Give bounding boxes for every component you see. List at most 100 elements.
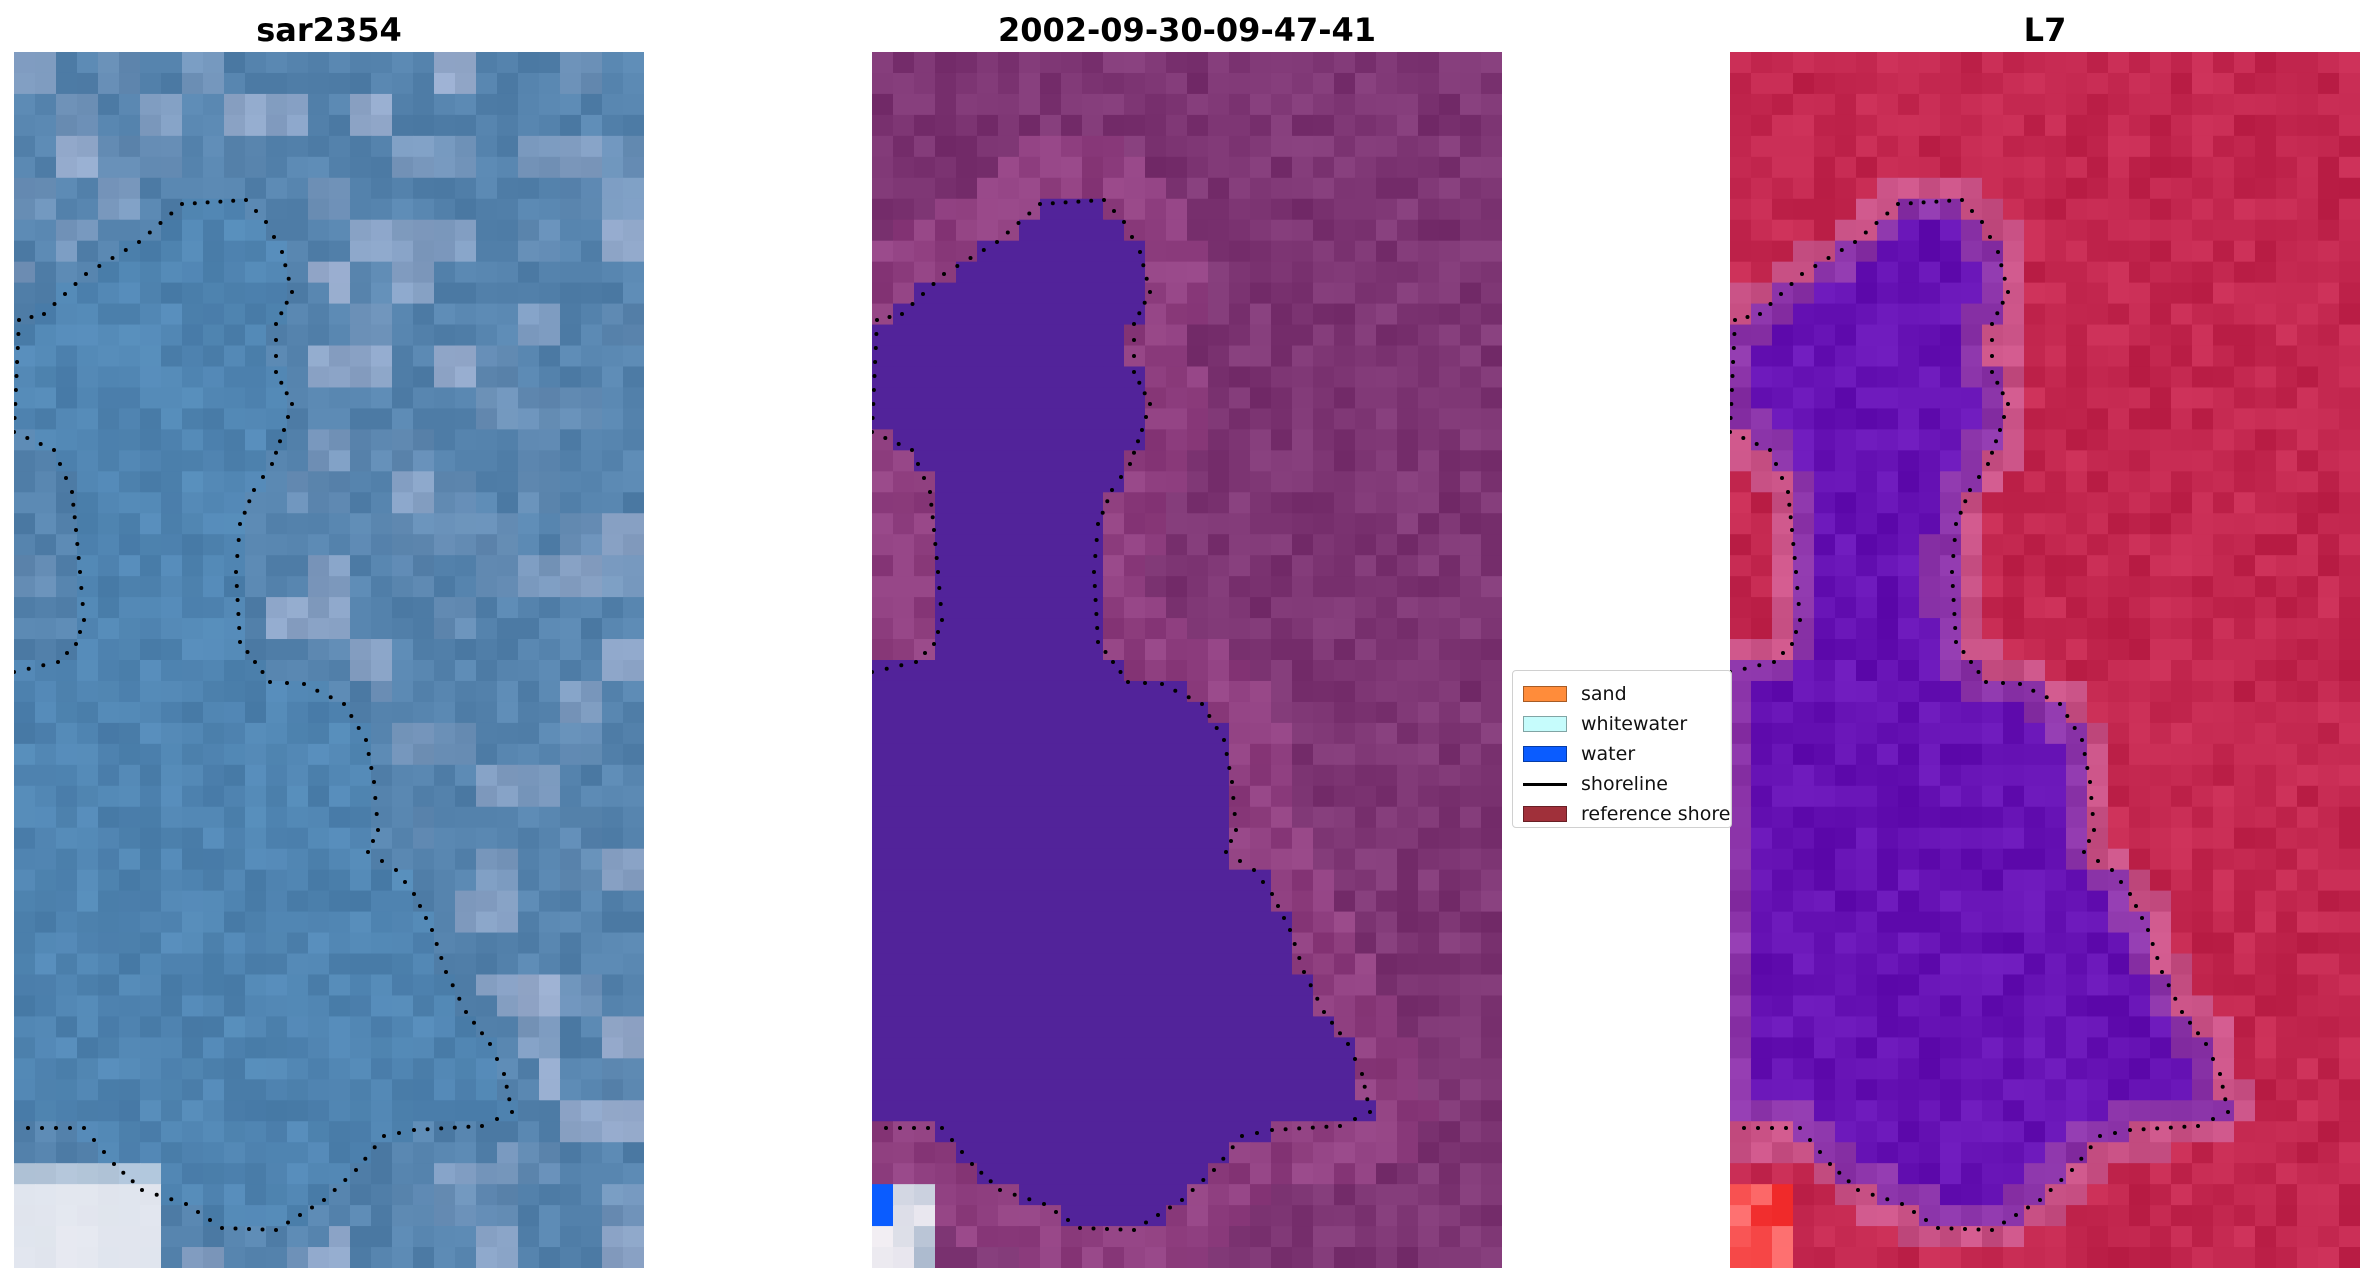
pixel [371, 93, 393, 116]
pixel [98, 932, 120, 955]
pixel [1334, 597, 1356, 619]
shoreline-dot [434, 942, 439, 946]
pixel [1229, 1184, 1251, 1206]
pixel [1187, 261, 1209, 284]
pixel [539, 1058, 561, 1080]
pixel [1355, 135, 1377, 158]
pixel [2234, 701, 2256, 724]
pixel [956, 1058, 978, 1080]
pixel [1751, 576, 1773, 598]
pixel [623, 492, 644, 514]
pixel [434, 890, 456, 913]
pixel [1772, 408, 1794, 430]
pixel [245, 660, 267, 682]
pixel [998, 471, 1020, 493]
shoreline-dot [1137, 311, 1142, 316]
pixel [455, 72, 477, 95]
pixel [1856, 345, 1878, 368]
pixel [998, 135, 1020, 158]
pixel [1730, 429, 1752, 451]
pixel [77, 198, 99, 221]
pixel [35, 660, 57, 682]
pixel [98, 680, 120, 703]
pixel [2003, 722, 2025, 745]
pixel [560, 848, 582, 871]
pixel [1313, 450, 1335, 472]
pixel [1271, 1163, 1293, 1185]
shoreline-dot [934, 556, 939, 560]
pixel [245, 1016, 267, 1038]
pixel [1187, 890, 1209, 913]
pixel [1460, 555, 1482, 577]
pixel [1166, 932, 1188, 955]
pixel [2087, 785, 2109, 808]
pixel [56, 198, 78, 221]
pixel [935, 995, 957, 1018]
pixel [1082, 743, 1104, 766]
pixel [2045, 114, 2067, 137]
pixel [2276, 534, 2298, 556]
pixel [1460, 429, 1482, 451]
pixel [998, 303, 1020, 326]
pixel [1751, 848, 1773, 871]
pixel [914, 219, 936, 242]
pixel [1271, 324, 1293, 347]
pixel [1229, 240, 1251, 263]
pixel [1061, 827, 1083, 850]
pixel [1208, 93, 1230, 116]
pixel [956, 827, 978, 850]
pixel [998, 576, 1020, 598]
pixel [1814, 869, 1836, 892]
pixel [1313, 534, 1335, 556]
pixel [956, 576, 978, 598]
pixel [623, 52, 644, 74]
pixel [329, 387, 351, 410]
pixel [1418, 1205, 1440, 1227]
pixel [935, 806, 957, 829]
pixel [998, 429, 1020, 451]
pixel [1082, 806, 1104, 829]
pixel [371, 52, 393, 74]
shoreline-dot [233, 1226, 238, 1231]
pixel [2024, 177, 2046, 200]
pixel [2276, 387, 2298, 410]
pixel [1229, 827, 1251, 850]
pixel [1292, 1226, 1314, 1248]
pixel [1187, 680, 1209, 703]
pixel [266, 660, 288, 682]
pixel [1187, 932, 1209, 955]
pixel [1061, 1226, 1083, 1248]
pixel [1919, 785, 1941, 808]
pixel [560, 974, 582, 997]
pixel [434, 869, 456, 892]
shoreline-dot [52, 448, 56, 452]
pixel [2276, 722, 2298, 745]
pixel [308, 471, 330, 493]
pixel [539, 806, 561, 829]
pixel [98, 198, 120, 221]
pixel [119, 639, 141, 661]
pixel [161, 701, 183, 724]
pixel [476, 806, 498, 829]
pixel [224, 471, 246, 493]
pixel [434, 52, 456, 74]
pixel [1898, 471, 1920, 493]
pixel [392, 576, 414, 598]
pixel [2192, 135, 2214, 158]
pixel [497, 240, 519, 263]
pixel [1751, 555, 1773, 577]
pixel [1166, 597, 1188, 619]
shoreline-dot [14, 402, 18, 406]
pixel [602, 492, 624, 514]
shoreline-dot [343, 1178, 348, 1182]
pixel [1439, 618, 1461, 640]
shoreline-dot [356, 726, 361, 730]
pixel [581, 513, 603, 535]
pixel [2318, 639, 2340, 661]
pixel [161, 240, 183, 263]
pixel [1793, 93, 1815, 116]
pixel [1460, 722, 1482, 745]
pixel [1418, 555, 1440, 577]
pixel [2150, 848, 2172, 871]
pixel [497, 639, 519, 661]
